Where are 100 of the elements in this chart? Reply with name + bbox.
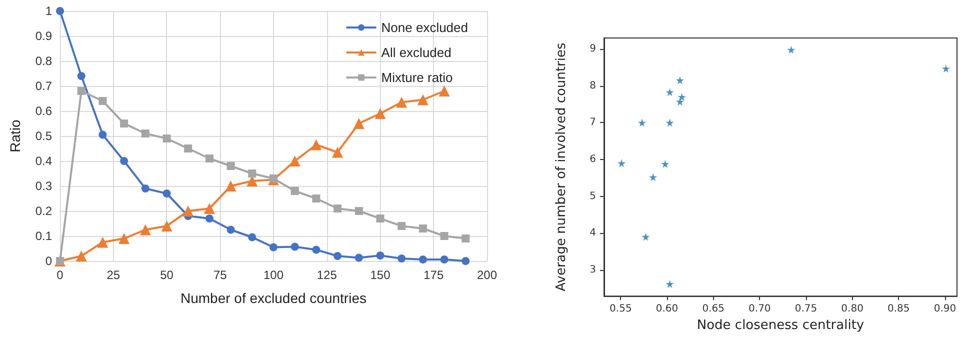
y-tick-label: 9 bbox=[590, 44, 596, 55]
point bbox=[310, 139, 322, 150]
point bbox=[332, 146, 344, 158]
x-tick-label: 0.60 bbox=[656, 304, 678, 315]
point bbox=[118, 233, 130, 244]
point bbox=[289, 156, 300, 166]
point bbox=[248, 233, 256, 242]
y-axis-title: Average number of involved countries bbox=[554, 42, 569, 292]
y-tick-label: 0.6 bbox=[35, 104, 52, 118]
y-axis-title: Ratio bbox=[7, 119, 23, 152]
x-tick-label: 150 bbox=[370, 268, 391, 282]
y-tick-label: 1 bbox=[45, 4, 52, 18]
point bbox=[161, 220, 172, 232]
legend-label: All excluded bbox=[381, 45, 452, 60]
x-tick-label: 0.65 bbox=[702, 304, 724, 315]
x-tick-label: 25 bbox=[106, 268, 120, 282]
point bbox=[396, 96, 408, 108]
point bbox=[462, 257, 470, 265]
point bbox=[226, 162, 235, 170]
point bbox=[649, 173, 658, 182]
point bbox=[205, 214, 214, 222]
point bbox=[312, 246, 320, 254]
point bbox=[162, 134, 171, 142]
point bbox=[56, 7, 64, 15]
point bbox=[162, 190, 171, 198]
point bbox=[374, 108, 386, 119]
y-tick-label: 4 bbox=[590, 228, 596, 239]
point bbox=[120, 120, 128, 128]
point bbox=[678, 92, 686, 101]
y-tick-label: 0.8 bbox=[35, 54, 52, 68]
y-tick-label: 0.4 bbox=[35, 154, 52, 168]
point bbox=[438, 86, 450, 96]
x-tick-label: 50 bbox=[160, 268, 174, 282]
point bbox=[398, 254, 406, 262]
y-tick-label: 0.3 bbox=[35, 179, 52, 193]
y-tick-label: 7 bbox=[590, 117, 596, 128]
point bbox=[98, 130, 107, 139]
point bbox=[225, 180, 236, 192]
point bbox=[248, 170, 256, 178]
x-tick-label: 125 bbox=[316, 268, 338, 282]
point bbox=[141, 130, 150, 138]
point bbox=[98, 97, 107, 105]
point bbox=[638, 118, 646, 127]
y-tick-label: 6 bbox=[590, 154, 596, 165]
point bbox=[462, 234, 470, 242]
point bbox=[787, 46, 796, 54]
point bbox=[440, 256, 448, 264]
point bbox=[77, 72, 86, 80]
point bbox=[666, 280, 674, 288]
point bbox=[398, 222, 406, 230]
x-tick-label: 75 bbox=[213, 268, 228, 282]
point bbox=[334, 204, 342, 212]
point bbox=[354, 207, 363, 215]
x-tick-label: 175 bbox=[424, 268, 444, 282]
point bbox=[270, 243, 278, 252]
x-tick-label: 0.80 bbox=[841, 304, 864, 315]
point bbox=[204, 203, 215, 214]
point bbox=[97, 236, 108, 248]
point bbox=[417, 94, 428, 106]
y-tick-label: 0.7 bbox=[35, 79, 52, 93]
point bbox=[642, 232, 650, 241]
x-tick-label: 200 bbox=[476, 268, 498, 282]
legend-label: Mixture ratio bbox=[381, 70, 453, 85]
point bbox=[661, 160, 670, 168]
x-tick-label: 0.55 bbox=[610, 304, 632, 315]
y-tick-label: 5 bbox=[590, 190, 596, 202]
x-tick-label: 0.75 bbox=[794, 304, 818, 315]
y-tick-label: 0.2 bbox=[35, 204, 52, 218]
y-tick-label: 0 bbox=[45, 254, 52, 268]
y-tick-label: 0.1 bbox=[35, 229, 52, 243]
point bbox=[205, 154, 214, 162]
y-tick-label: 0.5 bbox=[35, 129, 52, 143]
point bbox=[354, 254, 363, 262]
point bbox=[141, 184, 150, 192]
point bbox=[353, 118, 364, 129]
point bbox=[666, 118, 674, 127]
point bbox=[269, 174, 278, 182]
point bbox=[140, 224, 151, 236]
point bbox=[184, 144, 192, 152]
y-tick-label: 3 bbox=[590, 264, 596, 276]
point bbox=[666, 88, 674, 96]
point bbox=[418, 224, 427, 232]
point bbox=[440, 232, 448, 240]
point bbox=[942, 64, 950, 73]
point bbox=[120, 157, 128, 165]
point bbox=[376, 214, 384, 222]
x-tick-label: 0 bbox=[56, 268, 64, 282]
point bbox=[290, 242, 299, 251]
point bbox=[182, 206, 194, 216]
y-tick-label: 0.9 bbox=[35, 29, 52, 43]
x-tick-label: 0.85 bbox=[887, 304, 910, 315]
x-tick-label: 0.70 bbox=[748, 304, 771, 315]
x-axis-title: Number of excluded countries bbox=[180, 290, 366, 306]
point bbox=[676, 76, 684, 84]
legend-label: None excluded bbox=[381, 20, 468, 35]
point bbox=[77, 87, 86, 95]
x-tick-label: 0.90 bbox=[934, 304, 956, 315]
point bbox=[290, 187, 299, 195]
y-tick-label: 8 bbox=[590, 80, 596, 92]
point bbox=[334, 252, 342, 260]
